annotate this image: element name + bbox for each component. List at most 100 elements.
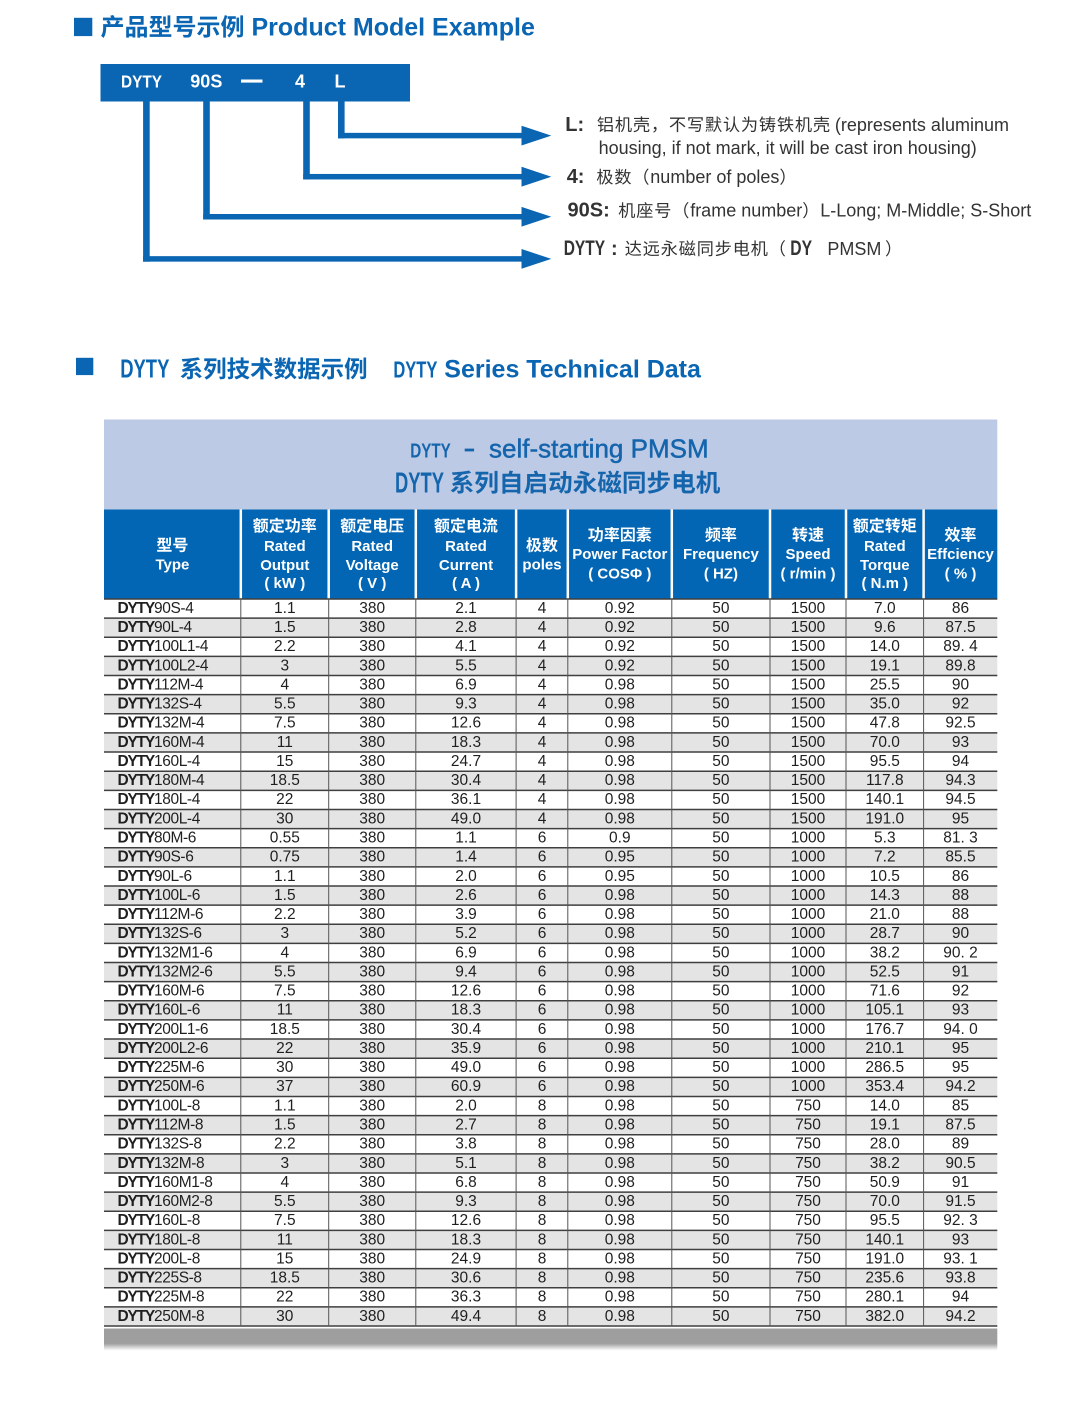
svg-text:DYTY160M-6: DYTY160M-6 (118, 983, 205, 1000)
svg-text:18.5: 18.5 (270, 1021, 300, 1038)
svg-text:11: 11 (277, 734, 293, 751)
svg-text:95: 95 (952, 810, 969, 827)
svg-text:3: 3 (280, 1155, 289, 1172)
svg-text:0.98: 0.98 (605, 925, 635, 942)
svg-text:4.1: 4.1 (455, 638, 477, 655)
svg-text:50: 50 (712, 1059, 730, 1076)
svg-text:0.98: 0.98 (605, 1059, 635, 1076)
svg-text:0.98: 0.98 (605, 1116, 635, 1133)
svg-text:50: 50 (712, 1308, 730, 1325)
svg-text:191.0: 191.0 (865, 1250, 904, 1267)
svg-text:750: 750 (795, 1212, 821, 1229)
svg-text:8: 8 (538, 1212, 547, 1229)
svg-text:DYTY100L-6: DYTY100L-6 (118, 887, 200, 904)
svg-text:6: 6 (538, 887, 547, 904)
svg-text:38.2: 38.2 (870, 1155, 900, 1172)
svg-text:0.98: 0.98 (605, 1174, 635, 1191)
svg-text:4: 4 (280, 944, 289, 961)
svg-text:1000: 1000 (791, 1040, 826, 1057)
svg-text:0.75: 0.75 (270, 849, 300, 866)
svg-text:22: 22 (276, 791, 293, 808)
svg-text:DYTY112M-4: DYTY112M-4 (118, 676, 204, 693)
svg-text:8: 8 (538, 1097, 547, 1114)
svg-text:( N.m ): ( N.m ) (861, 575, 908, 592)
svg-text:0.98: 0.98 (605, 1136, 635, 1153)
svg-text:1.1: 1.1 (455, 830, 477, 847)
svg-text:1.1: 1.1 (274, 1097, 296, 1114)
svg-text:30.4: 30.4 (451, 772, 482, 789)
svg-text:50: 50 (712, 1021, 730, 1038)
svg-text:28.0: 28.0 (870, 1136, 901, 1153)
svg-text:380: 380 (359, 1212, 385, 1229)
svg-text:90.5: 90.5 (945, 1155, 975, 1172)
svg-text:50: 50 (712, 600, 730, 617)
svg-text:0.98: 0.98 (605, 1270, 635, 1287)
svg-text:Rated: Rated (445, 538, 487, 555)
svg-text:50: 50 (712, 1193, 730, 1210)
svg-text:DYTY132M-8: DYTY132M-8 (118, 1155, 205, 1172)
svg-text:4: 4 (538, 715, 547, 732)
svg-text:6: 6 (538, 830, 547, 847)
svg-text:4: 4 (538, 619, 547, 636)
svg-text:353.4: 353.4 (865, 1078, 904, 1095)
svg-text:18.5: 18.5 (270, 1270, 300, 1287)
svg-text:8: 8 (538, 1308, 547, 1325)
svg-text:93: 93 (952, 734, 969, 751)
svg-text:92: 92 (952, 696, 969, 713)
svg-text:0.98: 0.98 (605, 1193, 635, 1210)
svg-text:DYTY200L-8: DYTY200L-8 (118, 1250, 200, 1267)
svg-text:( COSΦ ): ( COSΦ ) (588, 565, 651, 582)
svg-text:380: 380 (359, 1002, 385, 1019)
svg-text:7.0: 7.0 (874, 600, 896, 617)
svg-text:DYTY: DYTY (121, 71, 162, 91)
svg-text:380: 380 (359, 830, 385, 847)
svg-text:8: 8 (538, 1136, 547, 1153)
svg-text:Rated: Rated (864, 538, 906, 555)
svg-text:93. 1: 93. 1 (943, 1250, 977, 1267)
svg-text:380: 380 (359, 925, 385, 942)
svg-text:50: 50 (712, 810, 730, 827)
svg-text:7.5: 7.5 (274, 715, 296, 732)
svg-text:( HZ): ( HZ) (704, 565, 738, 582)
svg-text:6: 6 (538, 1059, 547, 1076)
svg-text:2.6: 2.6 (455, 887, 477, 904)
svg-text:1500: 1500 (791, 696, 826, 713)
svg-text:94. 0: 94. 0 (943, 1021, 978, 1038)
svg-text:4: 4 (538, 600, 547, 617)
svg-text:9.3: 9.3 (455, 1193, 477, 1210)
svg-text:DYTY100L-8: DYTY100L-8 (118, 1097, 200, 1114)
svg-text:( % ): ( % ) (945, 565, 977, 582)
svg-text::: : (611, 238, 618, 260)
svg-text:1000: 1000 (791, 1021, 826, 1038)
svg-text:6: 6 (538, 1002, 547, 1019)
svg-text:47.8: 47.8 (870, 715, 900, 732)
svg-text:92: 92 (952, 983, 969, 1000)
svg-text:0.98: 0.98 (605, 696, 635, 713)
svg-text:DYTY225M-6: DYTY225M-6 (118, 1059, 205, 1076)
svg-text:Power Factor: Power Factor (572, 546, 667, 563)
svg-text:DYTY: DYTY (410, 439, 451, 462)
svg-text:DYTY132S-8: DYTY132S-8 (118, 1136, 202, 1153)
svg-text:37: 37 (276, 1078, 293, 1095)
svg-text:87.5: 87.5 (945, 619, 975, 636)
svg-text:380: 380 (359, 983, 385, 1000)
svg-text:49.0: 49.0 (451, 810, 482, 827)
svg-text:0.92: 0.92 (605, 600, 635, 617)
svg-text:380: 380 (359, 600, 385, 617)
svg-text:2.1: 2.1 (455, 600, 477, 617)
svg-text:L-Long; M-Middle; S-Short: L-Long; M-Middle; S-Short (820, 201, 1031, 221)
svg-text:90: 90 (952, 676, 970, 693)
svg-text:93: 93 (952, 1231, 969, 1248)
svg-text:Product Model Example: Product Model Example (252, 14, 535, 42)
svg-text:30: 30 (276, 1308, 294, 1325)
svg-text:50: 50 (712, 1040, 730, 1057)
svg-text:0.92: 0.92 (605, 619, 635, 636)
svg-text:52.5: 52.5 (870, 963, 900, 980)
svg-text:380: 380 (359, 1231, 385, 1248)
svg-text:8: 8 (538, 1193, 547, 1210)
svg-text:0.98: 0.98 (605, 676, 635, 693)
svg-text:117.8: 117.8 (866, 772, 904, 789)
svg-text:DYTY: DYTY (395, 467, 444, 499)
svg-text:30.6: 30.6 (451, 1270, 481, 1287)
svg-text:6: 6 (538, 868, 547, 885)
